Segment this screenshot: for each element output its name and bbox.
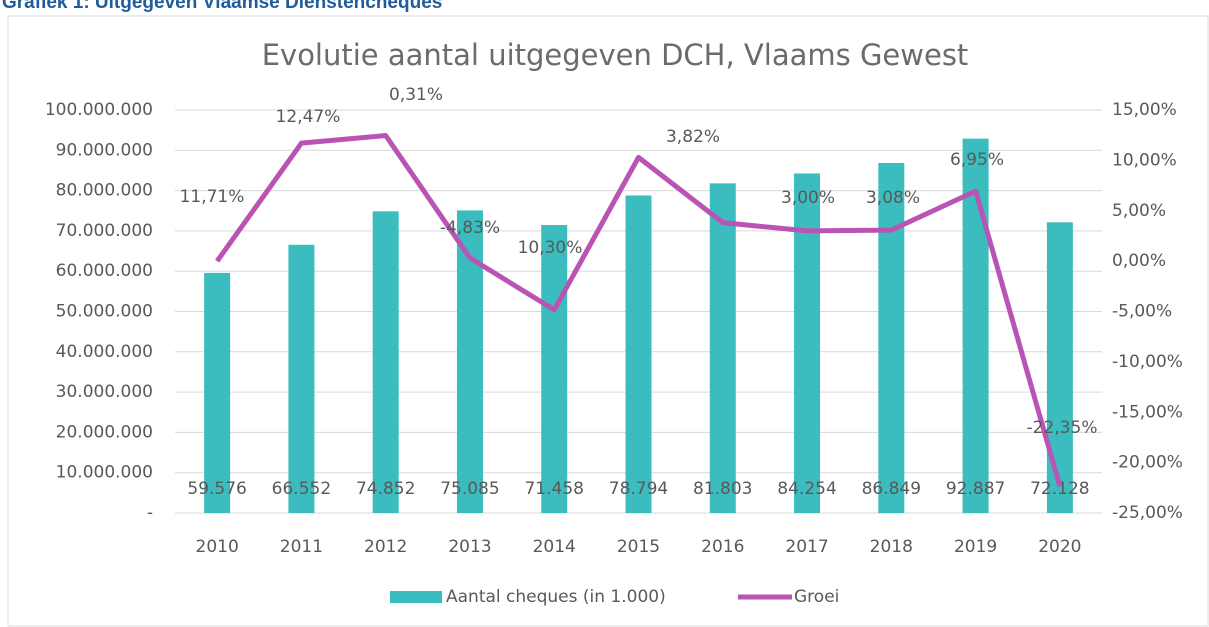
line-value-label: 11,71% xyxy=(180,187,245,207)
y-tick-label: 40.000.000 xyxy=(56,342,153,362)
y-tick-label: - xyxy=(147,503,153,523)
bar xyxy=(962,138,989,513)
bar-value-label: 81.803 xyxy=(693,479,752,499)
header: Grafiek 1: Uitgegeven Vlaamse Dienstench… xyxy=(2,0,442,13)
line xyxy=(215,132,1063,487)
bar xyxy=(1046,222,1073,513)
bar-value-label: 78.794 xyxy=(609,479,668,499)
x-tick-label: 2018 xyxy=(870,537,913,557)
line-value-label: 3,00% xyxy=(781,188,835,208)
line-value-label: 10,30% xyxy=(518,238,583,258)
x-tick-label: 2017 xyxy=(785,537,828,557)
line-value-label: 3,08% xyxy=(866,188,920,208)
x-tick-label: 2010 xyxy=(196,537,239,557)
bar xyxy=(541,225,568,513)
x-tick-label: 2012 xyxy=(364,537,407,557)
y-tick-label: 10.000.000 xyxy=(56,463,153,483)
bar-value-label: 92.887 xyxy=(946,479,1005,499)
y2-tick-label: -15,00% xyxy=(1112,402,1183,422)
bar-value-label: 66.552 xyxy=(272,479,331,499)
legend-label: Aantal cheques (in 1.000) xyxy=(446,587,666,607)
line-value-label: 0,31% xyxy=(389,85,443,105)
x-tick-label: 2015 xyxy=(617,537,660,557)
bar xyxy=(372,211,399,513)
x-tick-label: 2014 xyxy=(533,537,576,557)
y-tick-label: 20.000.000 xyxy=(56,422,153,442)
y2-tick-label: -20,00% xyxy=(1112,453,1183,473)
bar-value-label: 84.254 xyxy=(777,479,836,499)
bar-value-label: 71.458 xyxy=(524,479,583,499)
bar-value-label: 59.576 xyxy=(187,479,246,499)
bar-value-label: 72.128 xyxy=(1030,479,1089,499)
line-value-label: 3,82% xyxy=(666,127,720,147)
bar xyxy=(878,162,905,513)
chart-title: Evolutie aantal uitgegeven DCH, Vlaams G… xyxy=(262,38,969,72)
y2-tick-label: 5,00% xyxy=(1112,201,1166,221)
y-tick-label: 90.000.000 xyxy=(56,140,153,160)
y-tick-label: 60.000.000 xyxy=(56,261,153,281)
x-tick-label: 2020 xyxy=(1038,537,1081,557)
y2-tick-label: -5,00% xyxy=(1112,302,1172,322)
x-tick-label: 2013 xyxy=(448,537,491,557)
line-value-label: -22,35% xyxy=(1027,418,1098,438)
bar xyxy=(794,173,821,514)
y-tick-label: 70.000.000 xyxy=(56,221,153,241)
y-tick-label: 50.000.000 xyxy=(56,302,153,322)
y2-tick-label: 15,00% xyxy=(1112,100,1177,120)
y2-tick-label: -25,00% xyxy=(1112,503,1183,523)
bar-value-label: 86.849 xyxy=(862,479,921,499)
line-value-label: -4,83% xyxy=(440,218,500,238)
bar-value-label: 74.852 xyxy=(356,479,415,499)
chart-frame xyxy=(7,15,1209,627)
bar xyxy=(709,183,736,513)
x-tick-label: 2011 xyxy=(280,537,323,557)
x-tick-label: 2016 xyxy=(701,537,744,557)
y2-tick-label: -10,00% xyxy=(1112,352,1183,372)
bar xyxy=(625,195,652,513)
bar xyxy=(288,244,315,513)
bar xyxy=(204,272,231,513)
y-tick-label: 30.000.000 xyxy=(56,382,153,402)
y-tick-label: 100.000.000 xyxy=(45,100,153,120)
legend-swatch xyxy=(390,591,442,603)
bar-value-label: 75.085 xyxy=(440,479,499,499)
x-tick-label: 2019 xyxy=(954,537,997,557)
legend-label: Groei xyxy=(794,587,839,607)
y-tick-label: 80.000.000 xyxy=(56,181,153,201)
line-value-label: 12,47% xyxy=(276,107,341,127)
y2-tick-label: 10,00% xyxy=(1112,150,1177,170)
y2-tick-label: 0,00% xyxy=(1112,251,1166,271)
line-value-label: 6,95% xyxy=(950,150,1004,170)
